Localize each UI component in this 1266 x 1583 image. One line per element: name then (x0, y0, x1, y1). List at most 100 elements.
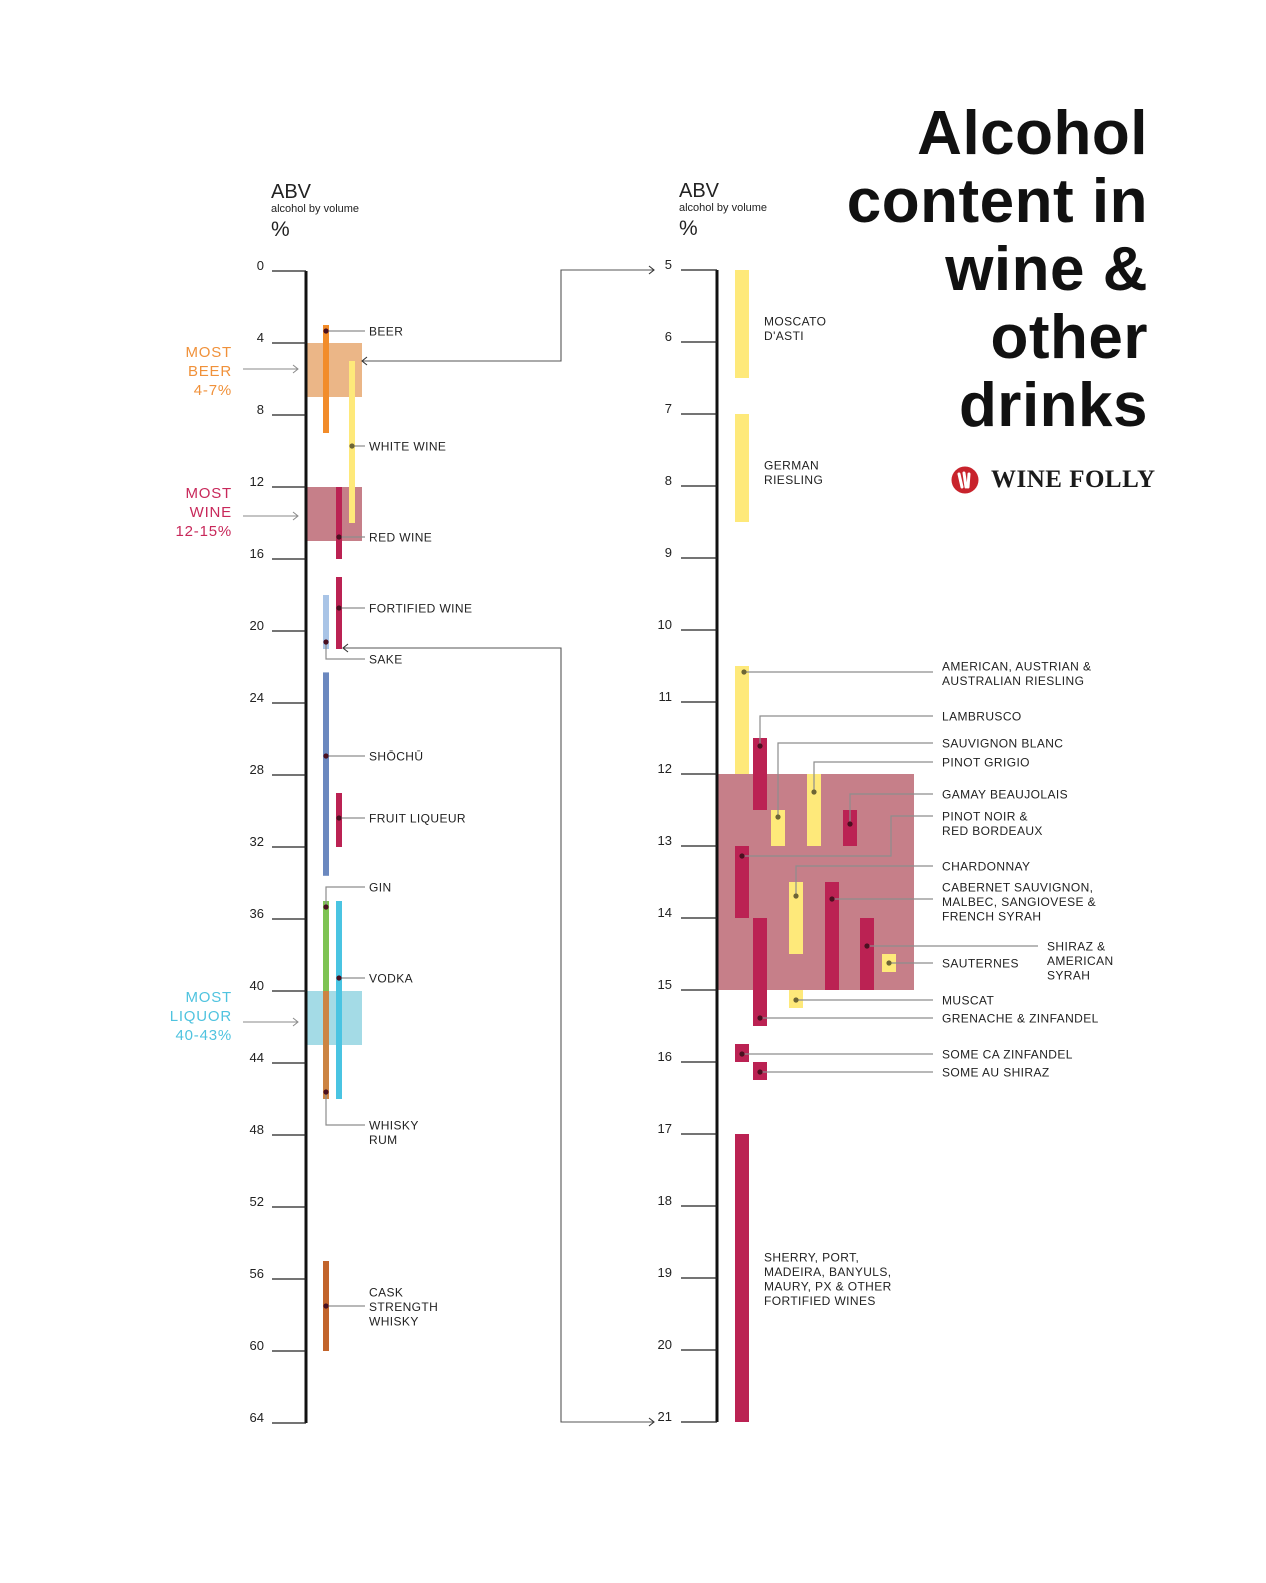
y-tick-label: 28 (250, 762, 264, 777)
axis-header-yunit: % (271, 218, 290, 241)
zoom-connectors (342, 265, 655, 1427)
y-tick-label: 17 (658, 1121, 672, 1136)
highlight-label: LIQUOR (170, 1008, 232, 1025)
range-bar (735, 1134, 749, 1422)
brand-name: WINE FOLLY (991, 466, 1156, 493)
leader-line (325, 642, 365, 660)
range-bar (843, 810, 857, 846)
y-tick-label: 9 (665, 545, 672, 560)
drink-range: LAMBRUSCO (753, 710, 1022, 810)
drink-label: BEER (369, 325, 403, 339)
range-bar (825, 882, 839, 990)
drink-range: SOME CA ZINFANDEL (735, 1044, 1072, 1062)
y-tick-label: 36 (250, 906, 264, 921)
highlight-label: WINE (190, 504, 232, 521)
drink-label: VODKA (369, 972, 413, 986)
drink-label: CASK (369, 1286, 403, 1300)
anchor-dot (323, 639, 329, 645)
y-tick-label: 10 (658, 617, 672, 632)
y-tick-label: 56 (250, 1266, 264, 1281)
drink-label: FORTIFIED WINES (764, 1294, 876, 1308)
drink-label: MUSCAT (942, 994, 994, 1008)
drink-label: CHARDONNAY (942, 860, 1030, 874)
anchor-dot (349, 443, 355, 449)
anchor-dot (886, 960, 892, 966)
drink-label: FORTIFIED WINE (369, 602, 472, 616)
drink-label: SYRAH (1047, 969, 1090, 983)
anchor-dot (793, 893, 799, 899)
y-tick-label: 5 (665, 257, 672, 272)
highlight-label: BEER (188, 363, 232, 380)
drink-label: GERMAN (764, 459, 819, 473)
anchor-dot (864, 943, 870, 949)
anchor-dot (336, 534, 342, 540)
drink-label: LAMBRUSCO (942, 710, 1022, 724)
range-bar (323, 672, 329, 876)
leader-line (742, 815, 933, 857)
drink-label: PINOT NOIR & (942, 810, 1028, 824)
y-tick-label: 64 (250, 1410, 264, 1425)
y-tick-label: 16 (658, 1049, 672, 1064)
range-bar (789, 882, 803, 954)
drink-range: RED WINE (336, 487, 432, 559)
drink-label: MAURY, PX & OTHER (764, 1280, 892, 1294)
range-bar (735, 846, 749, 918)
axis-header-yunit: % (679, 217, 698, 240)
anchor-dot (757, 743, 763, 749)
highlight-label: 12-15% (175, 523, 232, 540)
drink-label: SHIRAZ & (1047, 940, 1106, 954)
anchor-dot (336, 815, 342, 821)
anchor-dot (739, 1051, 745, 1057)
range-bar (336, 487, 342, 559)
leader-line (795, 865, 933, 896)
range-bar (336, 577, 342, 649)
drink-range: AMERICAN, AUSTRIAN &AUSTRALIAN RIESLING (735, 660, 1091, 774)
drink-range: GRENACHE & ZINFANDEL (753, 918, 1098, 1026)
anchor-dot (775, 814, 781, 820)
range-bar (735, 414, 749, 522)
drink-range: FRUIT LIQUEUR (336, 793, 466, 847)
axis-header-ylabel: ABV (679, 180, 720, 202)
y-tick-label: 11 (659, 689, 673, 704)
title-line: drinks (958, 371, 1148, 440)
drink-label: AMERICAN (1047, 954, 1114, 968)
drink-label: FRENCH SYRAH (942, 910, 1041, 924)
arrow-right-icon (648, 1417, 655, 1427)
drink-label: MADEIRA, BANYULS, (764, 1265, 892, 1279)
anchor-dot (847, 821, 853, 827)
drink-label: CABERNET SAUVIGNON, (942, 881, 1093, 895)
anchor-dot (336, 975, 342, 981)
drink-range: PINOT NOIR &RED BORDEAUX (735, 810, 1042, 918)
range-bar (336, 901, 342, 1099)
y-tick-label: 21 (658, 1409, 672, 1424)
range-bar (323, 991, 329, 1099)
highlight-label: MOST (185, 344, 232, 361)
brand-logo: WINE FOLLY (951, 466, 1156, 494)
drink-label: SAKE (369, 653, 403, 667)
leader-line (813, 761, 933, 792)
connector-line-top (362, 269, 654, 362)
leader-line (759, 715, 933, 746)
drink-range: SHERRY, PORT,MADEIRA, BANYULS,MAURY, PX … (735, 1134, 892, 1422)
y-tick-label: 8 (257, 402, 264, 417)
anchor-dot (811, 789, 817, 795)
y-tick-label: 40 (250, 978, 264, 993)
y-tick-label: 14 (658, 905, 672, 920)
range-bar (323, 325, 329, 433)
drink-range: VODKA (336, 901, 413, 1099)
anchor-dot (323, 753, 329, 759)
y-tick-label: 48 (250, 1122, 264, 1137)
range-bar (323, 595, 329, 649)
drink-range: CABERNET SAUVIGNON,MALBEC, SANGIOVESE &F… (825, 881, 1096, 990)
drink-range: SOME AU SHIRAZ (753, 1062, 1049, 1080)
drink-label: SAUTERNES (942, 957, 1019, 971)
y-tick-label: 60 (250, 1338, 264, 1353)
title-line: other (990, 303, 1148, 372)
arrow-right-icon (292, 511, 299, 521)
y-tick-label: 7 (665, 401, 672, 416)
drink-label: SAUVIGNON BLANC (942, 737, 1063, 751)
y-tick-label: 13 (658, 833, 672, 848)
